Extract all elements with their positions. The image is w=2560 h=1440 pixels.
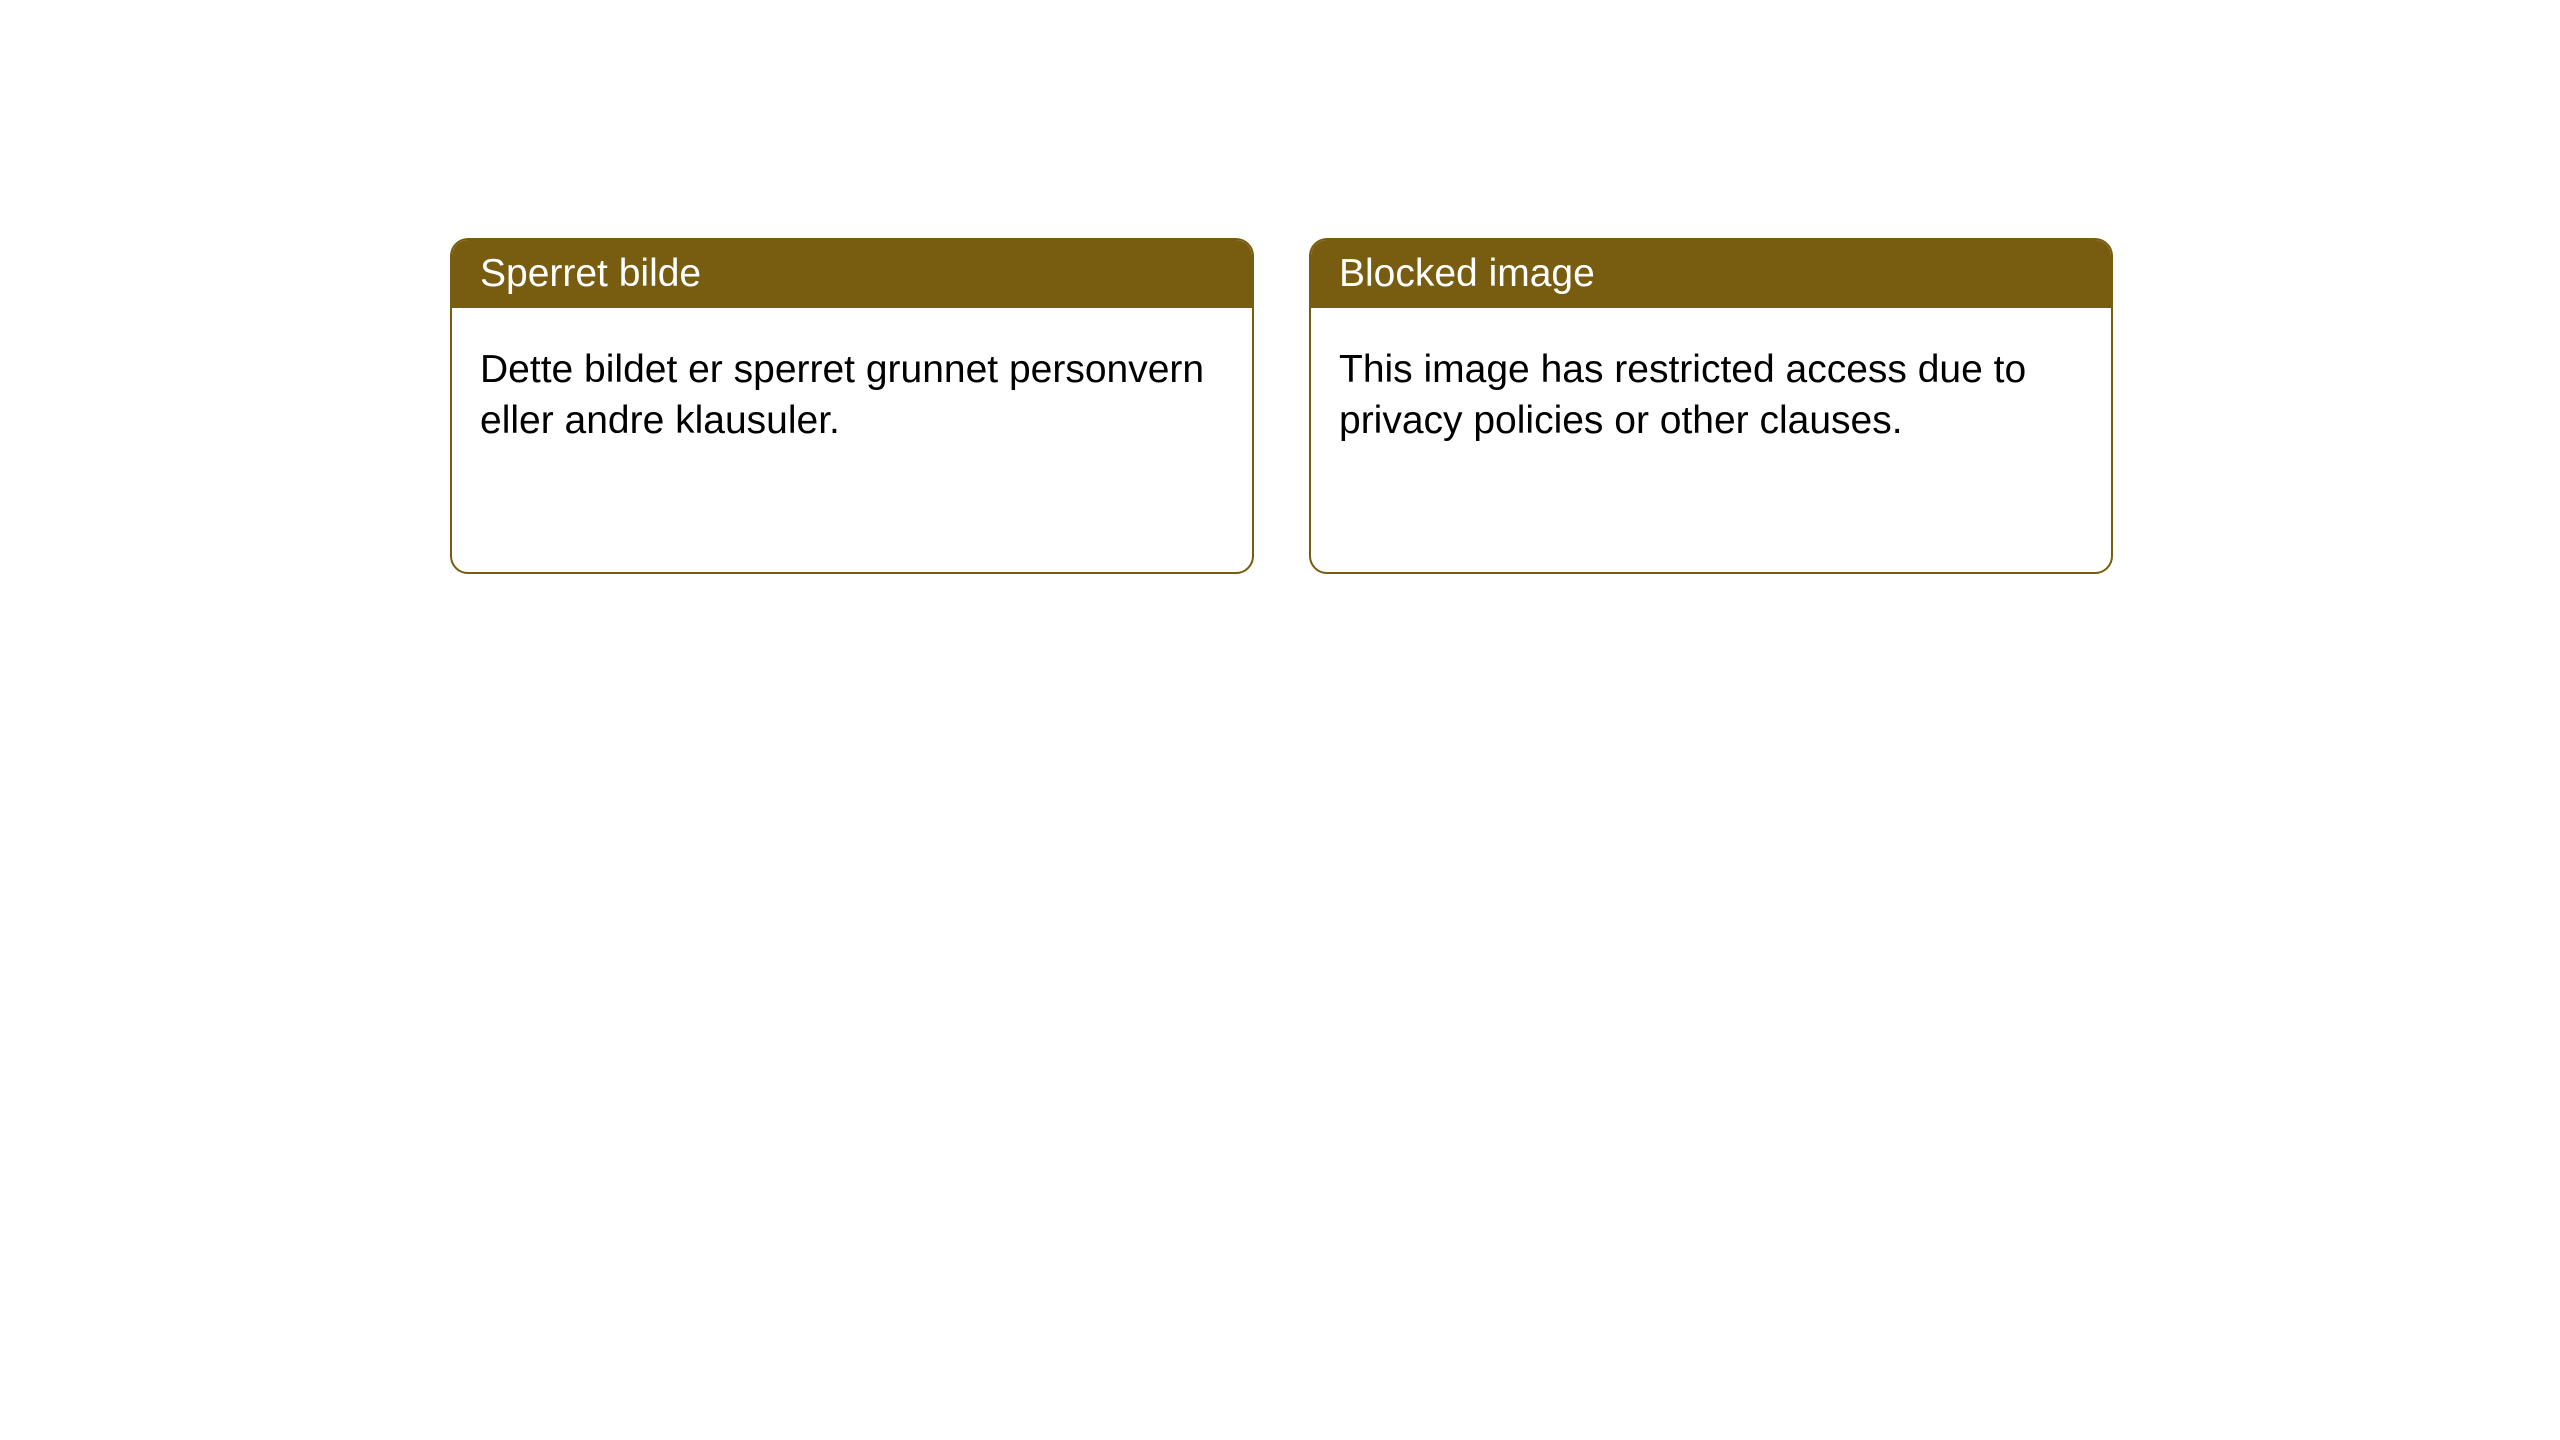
notice-container: Sperret bilde Dette bildet er sperret gr… bbox=[0, 0, 2560, 574]
notice-title-english: Blocked image bbox=[1339, 252, 1595, 295]
notice-text-english: This image has restricted access due to … bbox=[1339, 348, 2026, 442]
notice-header-norwegian: Sperret bilde bbox=[452, 240, 1252, 308]
notice-title-norwegian: Sperret bilde bbox=[480, 252, 701, 295]
notice-header-english: Blocked image bbox=[1311, 240, 2111, 308]
notice-box-norwegian: Sperret bilde Dette bildet er sperret gr… bbox=[450, 238, 1254, 574]
notice-text-norwegian: Dette bildet er sperret grunnet personve… bbox=[480, 348, 1204, 442]
notice-body-norwegian: Dette bildet er sperret grunnet personve… bbox=[452, 308, 1252, 483]
notice-box-english: Blocked image This image has restricted … bbox=[1309, 238, 2113, 574]
notice-body-english: This image has restricted access due to … bbox=[1311, 308, 2111, 483]
